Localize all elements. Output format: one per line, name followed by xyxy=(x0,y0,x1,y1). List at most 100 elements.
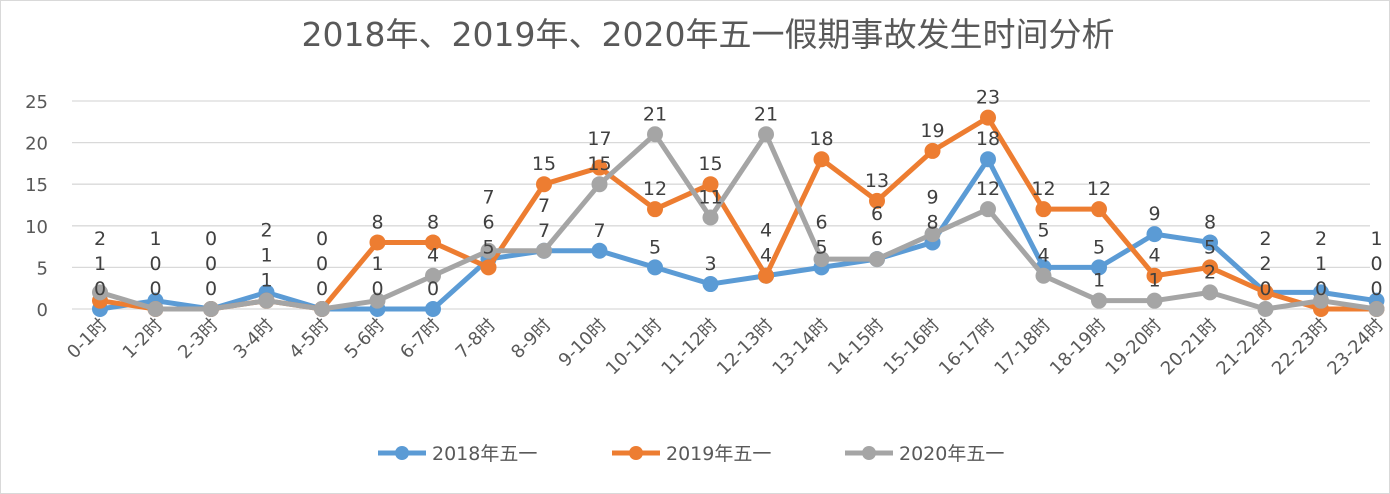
data-point xyxy=(1257,284,1274,301)
data-point xyxy=(813,151,830,168)
data-label: 1 xyxy=(94,253,106,275)
data-point xyxy=(258,292,275,309)
data-point xyxy=(647,259,663,276)
data-point xyxy=(591,176,608,193)
data-label: 0 xyxy=(371,278,383,300)
data-label: 18 xyxy=(976,128,1000,150)
data-point xyxy=(647,201,663,218)
data-point xyxy=(591,159,608,176)
y-tick-label: 10 xyxy=(25,217,48,238)
x-axis-ticks: 0-1时 1-2时 2-3时 3-4时 4-5时 5-6时 6-7时 7-8时 8-9时 9-10… xyxy=(63,315,1388,380)
data-point xyxy=(813,251,830,268)
data-label: 1 xyxy=(1370,228,1382,250)
data-label: 6 xyxy=(871,203,883,225)
data-label: 0 xyxy=(149,278,161,300)
x-tick-label: 23-24时 xyxy=(1323,315,1388,380)
x-tick-label: 13-14时 xyxy=(768,315,833,380)
x-tick-label: 17-18时 xyxy=(990,315,1055,380)
data-label: 1 xyxy=(149,228,161,250)
x-tick-label: 16-17时 xyxy=(935,315,1000,380)
data-label: 2 xyxy=(1259,253,1271,275)
data-label: 4 xyxy=(760,245,772,267)
data-point xyxy=(369,292,386,309)
chart-title: 2018年、2019年、2020年五一假期事故发生时间分析 xyxy=(302,15,1115,54)
data-point xyxy=(702,276,719,293)
data-label: 2 xyxy=(94,228,106,250)
data-label: 12 xyxy=(976,178,1000,200)
data-point xyxy=(1035,267,1052,284)
x-tick-label: 7-8时 xyxy=(452,315,500,363)
data-label: 8 xyxy=(926,211,938,233)
data-label: 8 xyxy=(427,211,439,233)
data-label: 15 xyxy=(532,153,556,175)
data-label: 0 xyxy=(205,228,217,250)
data-label: 1 xyxy=(371,253,383,275)
data-point xyxy=(1313,292,1329,309)
data-label: 5 xyxy=(649,236,661,258)
data-label: 23 xyxy=(976,87,1000,109)
data-label: 1 xyxy=(260,245,272,267)
data-point xyxy=(1202,259,1218,276)
x-tick-label: 5-6时 xyxy=(341,315,389,363)
y-tick-label: 15 xyxy=(25,175,48,196)
data-labels: 0120010001120000180485677715715175122131… xyxy=(94,87,1383,300)
data-label: 6 xyxy=(871,228,883,250)
x-tick-label: 3-4时 xyxy=(230,315,278,363)
data-label: 0 xyxy=(316,228,328,250)
x-tick-label: 8-9时 xyxy=(507,315,555,363)
data-label: 3 xyxy=(704,253,716,275)
data-label: 4 xyxy=(1037,245,1049,267)
x-tick-label: 6-7时 xyxy=(396,315,444,363)
data-label: 8 xyxy=(371,211,383,233)
x-tick-label: 19-20时 xyxy=(1101,315,1166,380)
legend-marker-icon xyxy=(395,446,409,460)
x-tick-label: 10-11时 xyxy=(602,315,667,380)
data-label: 21 xyxy=(643,103,667,125)
data-label: 17 xyxy=(587,128,611,150)
data-point xyxy=(480,242,497,259)
data-point xyxy=(924,226,941,243)
data-point xyxy=(1257,301,1274,317)
data-label: 0 xyxy=(1315,278,1327,300)
data-point xyxy=(1146,226,1163,243)
data-label: 0 xyxy=(205,278,217,300)
data-label: 18 xyxy=(809,128,833,150)
data-label: 7 xyxy=(482,186,494,208)
data-point xyxy=(702,209,719,226)
y-tick-label: 25 xyxy=(25,92,48,113)
data-label: 5 xyxy=(815,236,827,258)
data-label: 0 xyxy=(149,253,161,275)
data-point xyxy=(924,142,941,159)
data-label: 4 xyxy=(1148,245,1160,267)
data-label: 0 xyxy=(94,278,106,300)
data-label: 7 xyxy=(538,220,550,242)
data-point xyxy=(980,151,996,168)
data-point xyxy=(1146,292,1163,309)
data-label: 5 xyxy=(482,236,494,258)
data-point xyxy=(425,301,441,317)
x-tick-label: 12-13时 xyxy=(713,315,778,380)
data-label: 19 xyxy=(920,120,944,142)
data-label: 0 xyxy=(1370,253,1382,275)
data-point xyxy=(758,126,774,143)
data-label: 12 xyxy=(1031,178,1055,200)
data-label: 7 xyxy=(538,195,550,217)
series-lines xyxy=(92,109,1385,317)
data-label: 8 xyxy=(1204,211,1216,233)
data-point xyxy=(869,251,885,268)
data-label: 9 xyxy=(1148,203,1160,225)
y-tick-label: 5 xyxy=(37,258,48,279)
legend-label: 2019年五一 xyxy=(666,443,771,465)
data-label: 13 xyxy=(865,170,889,192)
data-point xyxy=(480,259,497,276)
data-point xyxy=(92,284,108,301)
data-label: 5 xyxy=(1037,220,1049,242)
data-point xyxy=(869,192,885,209)
data-point xyxy=(1091,292,1107,309)
data-label: 2 xyxy=(1204,261,1216,283)
data-point xyxy=(647,126,663,143)
x-tick-label: 22-23时 xyxy=(1268,315,1333,380)
x-tick-label: 14-15时 xyxy=(824,315,889,380)
data-label: 11 xyxy=(698,186,722,208)
data-point xyxy=(1091,259,1107,276)
